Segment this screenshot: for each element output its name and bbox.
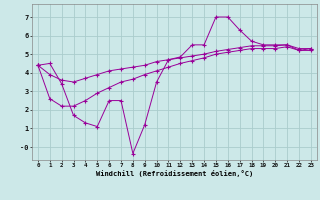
X-axis label: Windchill (Refroidissement éolien,°C): Windchill (Refroidissement éolien,°C) (96, 170, 253, 177)
